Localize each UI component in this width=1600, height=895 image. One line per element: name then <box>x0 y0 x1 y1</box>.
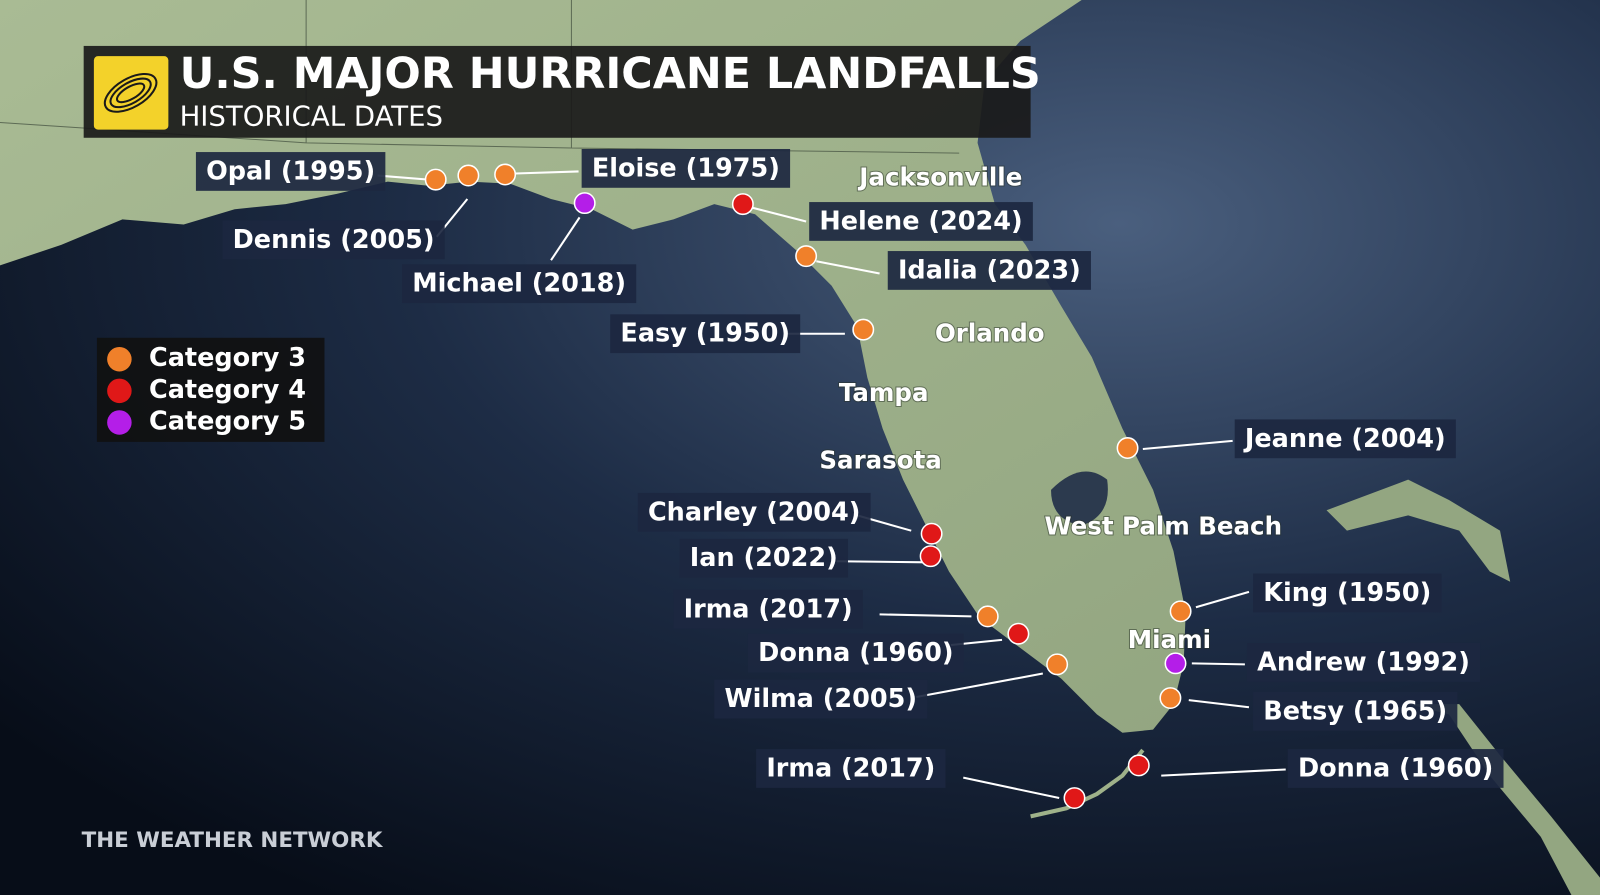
landfall-label: Donna (1960) <box>1298 753 1493 783</box>
legend-swatch <box>107 346 132 372</box>
landfall-marker <box>1046 653 1069 676</box>
city-label: West Palm Beach <box>1045 512 1283 541</box>
landfall-label: Irma (2017) <box>684 594 853 624</box>
leader-line <box>515 170 579 175</box>
landfall-marker <box>424 168 447 191</box>
landfall-label: Opal (1995) <box>206 156 375 186</box>
landfall-label: Irma (2017) <box>766 753 935 783</box>
bahamas <box>1326 479 1511 582</box>
label-box <box>1246 642 1481 682</box>
leader-line <box>1188 699 1250 709</box>
landfall-marker <box>731 193 754 216</box>
landfall-marker <box>1127 754 1150 777</box>
lake-okeechobee <box>1051 471 1108 526</box>
city-label: Miami <box>1128 625 1211 654</box>
credit: THE WEATHER NETWORK <box>82 828 384 853</box>
leader-line <box>816 260 880 275</box>
landfall-marker <box>573 192 596 215</box>
label-box <box>887 251 1091 290</box>
city-label: Tampa <box>839 378 929 407</box>
landfall-label: Andrew (1992) <box>1257 647 1470 677</box>
label-box <box>756 749 946 788</box>
leader-line <box>1191 662 1245 666</box>
leader-line <box>1142 439 1233 451</box>
label-box <box>1253 573 1442 613</box>
leader-line <box>1161 768 1286 777</box>
landfall-label: Eloise (1975) <box>592 153 780 183</box>
landfall-label: Donna (1960) <box>758 638 953 668</box>
landfall-marker <box>1063 787 1086 810</box>
label-box <box>809 202 1033 241</box>
landfall-label: Easy (1950) <box>620 319 790 349</box>
label-box <box>747 633 964 673</box>
label-box <box>1253 691 1458 731</box>
label-box <box>1234 419 1456 459</box>
landfall-label: Charley (2004) <box>648 497 860 527</box>
legend-swatch <box>107 410 132 435</box>
landfall-label: Helene (2024) <box>819 206 1022 236</box>
logo <box>93 56 169 130</box>
label-box <box>673 589 863 629</box>
legend-panel <box>96 337 325 442</box>
leader-line <box>749 206 807 223</box>
landfall-label: Jeanne (2004) <box>1243 424 1446 454</box>
landfall-marker <box>1159 687 1182 710</box>
landfall-marker <box>457 164 480 187</box>
label-box <box>222 220 445 260</box>
label-box <box>402 264 637 304</box>
subtitle: HISTORICAL DATES <box>180 100 443 132</box>
landfall-label: King (1950) <box>1263 578 1431 608</box>
landfall-label: Betsy (1965) <box>1263 696 1447 726</box>
leader-line <box>1195 590 1250 609</box>
leader-line <box>836 560 927 564</box>
cuba <box>1408 704 1600 895</box>
landfall-label: Idalia (2023) <box>898 255 1081 285</box>
landfall-marker <box>1116 437 1139 459</box>
landfall-marker <box>976 605 999 628</box>
label-box <box>581 148 791 188</box>
leader-line <box>879 613 972 618</box>
legend-label: Category 5 <box>149 406 306 436</box>
label-box <box>610 314 801 354</box>
landfall-marker <box>795 245 818 268</box>
label-box <box>637 492 871 532</box>
city-label: Jacksonville <box>857 163 1022 192</box>
landfall-label: Michael (2018) <box>412 269 626 299</box>
legend-label: Category 4 <box>149 375 306 405</box>
landfall-marker <box>1169 600 1192 623</box>
landfall-marker <box>920 522 943 545</box>
leader-line <box>963 776 1060 800</box>
leader-line <box>377 174 429 181</box>
logo-swirl <box>103 72 158 113</box>
title: U.S. MAJOR HURRICANE LANDFALLS <box>180 49 1041 99</box>
label-box <box>679 538 849 578</box>
legend-swatch <box>107 378 132 404</box>
landfall-label: Dennis (2005) <box>233 225 435 255</box>
landfall-label: Ian (2022) <box>690 543 838 573</box>
leader-line <box>550 216 581 261</box>
landfall-marker <box>1007 622 1030 645</box>
landfall-marker <box>1164 652 1187 675</box>
city-label: Sarasota <box>819 445 941 474</box>
label-box <box>1287 749 1504 788</box>
city-label: Orlando <box>935 319 1045 348</box>
landfall-label: Wilma (2005) <box>724 684 917 714</box>
legend-label: Category 3 <box>149 343 306 373</box>
label-box <box>195 152 386 191</box>
label-box <box>714 679 928 719</box>
leader-line <box>916 672 1044 699</box>
landfall-marker <box>919 545 942 568</box>
landfall-marker <box>852 318 875 341</box>
landfall-marker <box>494 163 517 186</box>
title-panel <box>83 45 1031 138</box>
